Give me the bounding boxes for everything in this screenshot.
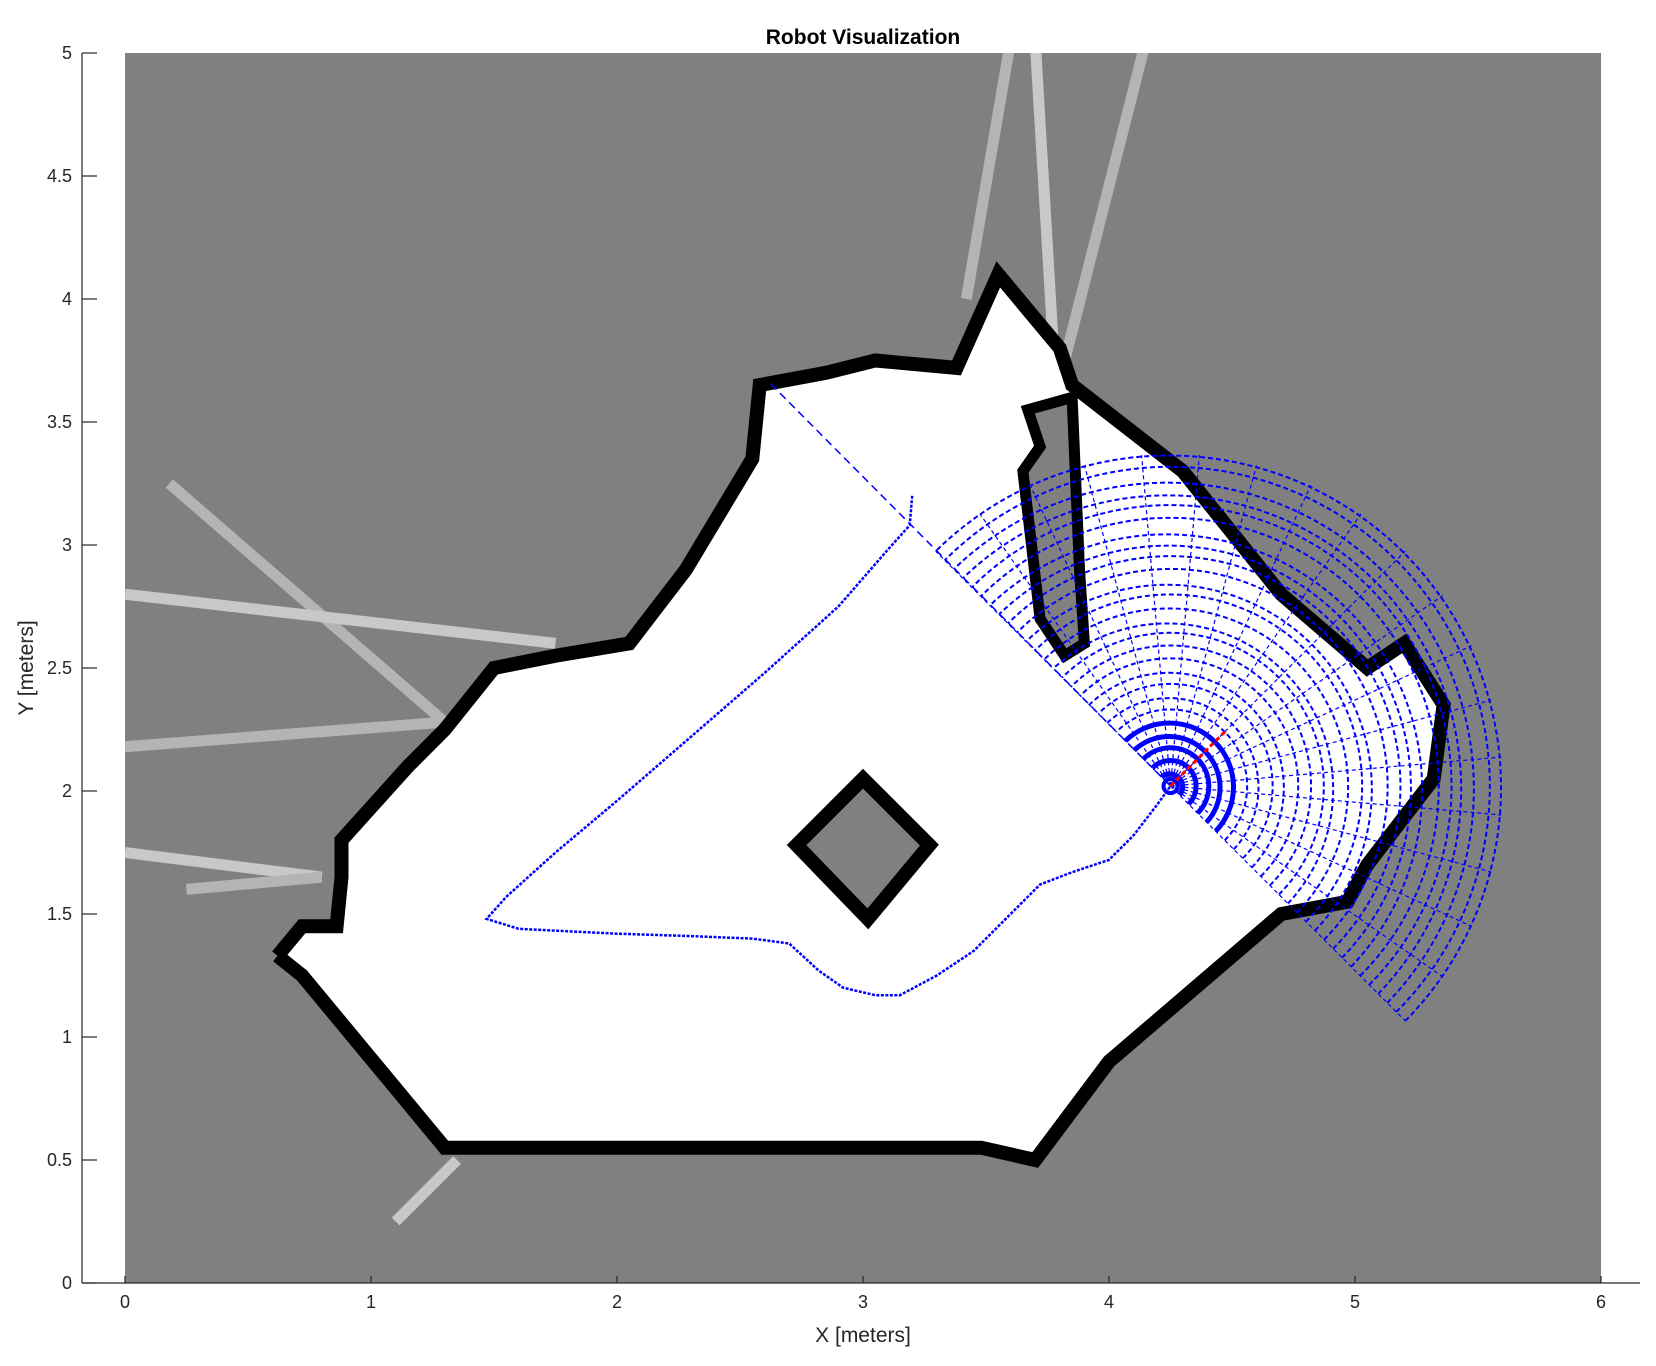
- y-tick-label: 1: [62, 1027, 72, 1047]
- y-tick-label: 4.5: [47, 166, 72, 186]
- x-ticks: 0 1 2 3 4 5 6: [120, 1276, 1606, 1312]
- ray-trace: [1059, 53, 1149, 362]
- ray-traces: [125, 53, 1149, 1226]
- lidar-scan-arc: [1043, 607, 1350, 914]
- lidar-scan-ray: [1170, 785, 1492, 873]
- lidar-scan-ray: [1170, 699, 1492, 787]
- chart-title: Robot Visualization: [766, 26, 960, 49]
- lidar-scan-ray: [1170, 785, 1472, 927]
- lidar-scan-ray: [1170, 785, 1502, 816]
- ray-trace: [125, 716, 446, 753]
- y-tick-label: 2.5: [47, 658, 72, 678]
- ray-trace: [186, 871, 323, 895]
- y-tick-label: 3.5: [47, 412, 72, 432]
- lidar-scan-arc: [1061, 631, 1325, 896]
- lidar-scan-ray: [1170, 645, 1472, 787]
- robot-marker: [1161, 777, 1180, 796]
- x-tick-label: 2: [612, 1292, 622, 1312]
- y-tick-label: 0: [62, 1273, 72, 1293]
- y-tick-label: 2: [62, 781, 72, 801]
- axes: 0 1 2 3 4 5 6 0 0.5 1 1.5 2 2.5 3 3.5 4 4.5 5: [47, 43, 1640, 1312]
- y-tick-label: 3: [62, 535, 72, 555]
- robot-heading-line: [1169, 729, 1228, 788]
- lidar-scan-arc: [1097, 682, 1274, 860]
- y-tick-label: 1.5: [47, 904, 72, 924]
- lidar-scan-ray: [935, 550, 1171, 787]
- y-tick-label: 0.5: [47, 1150, 72, 1170]
- ray-trace: [165, 479, 449, 727]
- lidar-scan-arc: [1025, 583, 1373, 932]
- lidar-scan-arc: [1052, 622, 1335, 905]
- ray-trace: [960, 53, 1015, 300]
- x-tick-label: 0: [120, 1292, 130, 1312]
- occupied-walls: [272, 261, 1451, 1168]
- y-axis-label: Y [meters]: [15, 620, 38, 715]
- lidar-scan-arc: [1123, 720, 1236, 833]
- lidar-scan-arc: [1007, 555, 1402, 950]
- lidar-long-beam: [768, 382, 1172, 787]
- lidar-scan-ray: [1083, 465, 1172, 787]
- x-tick-label: 1: [366, 1292, 376, 1312]
- x-tick-label: 3: [858, 1292, 868, 1312]
- lidar-scan-ray: [979, 513, 1171, 787]
- lidar-scan-ray: [1170, 785, 1443, 978]
- y-tick-label: 5: [62, 43, 72, 63]
- x-tick-label: 6: [1596, 1292, 1606, 1312]
- lidar-scan-ray: [1141, 455, 1172, 787]
- lidar-scan-arc: [934, 454, 1503, 1022]
- lidar-scan-ray: [1029, 484, 1172, 787]
- ray-trace: [125, 588, 557, 649]
- x-tick-label: 4: [1104, 1292, 1114, 1312]
- ray-trace: [125, 847, 323, 883]
- lidar-scan-arc: [989, 533, 1424, 968]
- ray-trace: [391, 1156, 461, 1226]
- lidar-scan-ray: [1169, 484, 1312, 787]
- lidar-scan-ray: [1169, 465, 1258, 787]
- robot-path: [484, 495, 1172, 997]
- obstacle-box: [786, 768, 939, 930]
- lidar-scan-ray: [1169, 455, 1200, 787]
- lidar-scan-ray: [1170, 756, 1502, 787]
- lidar-scan-ray: [1170, 550, 1406, 787]
- free-space-region: [277, 274, 1444, 1160]
- lidar-scan-ray: [1170, 785, 1406, 1022]
- lidar-scan-arc: [980, 516, 1440, 977]
- narrow-wall: [1017, 390, 1091, 664]
- y-ticks: 0 0.5 1 1.5 2 2.5 3 3.5 4 4.5 5: [47, 43, 97, 1293]
- y-tick-label: 4: [62, 289, 72, 309]
- lidar-scan-ray: [1170, 595, 1443, 787]
- x-axis-label: X [meters]: [815, 1324, 911, 1347]
- lidar-scan-ray: [1170, 513, 1362, 787]
- ray-trace: [1030, 53, 1061, 374]
- x-tick-label: 5: [1350, 1292, 1360, 1312]
